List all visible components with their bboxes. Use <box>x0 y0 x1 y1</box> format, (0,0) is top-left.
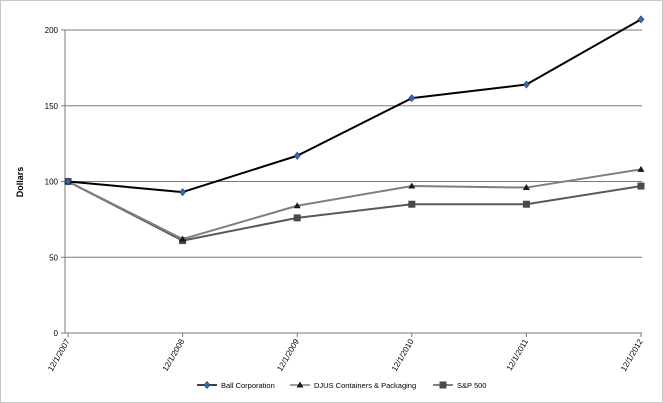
legend-label-djus-containers-packaging: DJUS Containers & Packaging <box>314 381 416 390</box>
x-tick-label: 12/1/2012 <box>619 337 645 373</box>
data-point-ball-corporation <box>408 94 416 103</box>
data-point-s-p-500 <box>408 200 416 208</box>
legend: Ball Corporation DJUS Containers & Packag… <box>197 381 486 390</box>
y-tick-label: 0 <box>54 329 59 338</box>
gridlines <box>65 29 642 258</box>
series-line-djus-containers-packaging <box>67 168 642 241</box>
data-point-djus-containers-packaging <box>293 202 301 209</box>
data-point-s-p-500 <box>522 200 530 208</box>
data-point-djus-containers-packaging <box>522 184 530 191</box>
y-tick-label: 50 <box>49 253 58 262</box>
data-point-djus-containers-packaging <box>408 182 416 189</box>
data-point-djus-containers-packaging <box>637 165 645 172</box>
series-line-ball-corporation <box>67 18 642 194</box>
data-point-ball-corporation <box>523 80 530 89</box>
series-layer <box>64 15 645 245</box>
data-point-ball-corporation <box>637 15 645 24</box>
data-point-ball-corporation <box>293 151 301 160</box>
legend-marker-djus-containers-packaging <box>296 381 304 388</box>
legend-label-ball-corporation: Ball Corporation <box>221 381 275 390</box>
x-tick-label: 12/1/2011 <box>505 337 531 372</box>
x-tick-label: 12/1/2010 <box>390 337 416 373</box>
x-tick-label: 12/1/2007 <box>46 337 72 373</box>
y-tick-label: 200 <box>45 26 59 35</box>
legend-marker-ball-corporation <box>203 381 211 389</box>
y-axis-title: Dollars <box>15 167 25 198</box>
x-tick-label: 12/1/2009 <box>275 337 301 373</box>
data-point-ball-corporation <box>179 188 186 197</box>
y-tick-label: 150 <box>45 102 59 111</box>
data-point-djus-containers-packaging <box>179 235 187 242</box>
data-point-s-p-500 <box>293 214 301 222</box>
x-tick-label: 12/1/2008 <box>161 337 187 373</box>
legend-marker-s-p-500 <box>439 381 447 389</box>
series-line-s-p-500 <box>67 180 642 242</box>
data-point-ball-corporation <box>64 177 72 186</box>
legend-label-s-p-500: S&P 500 <box>457 381 486 390</box>
data-point-s-p-500 <box>637 182 645 190</box>
y-tick-label: 100 <box>45 178 59 187</box>
